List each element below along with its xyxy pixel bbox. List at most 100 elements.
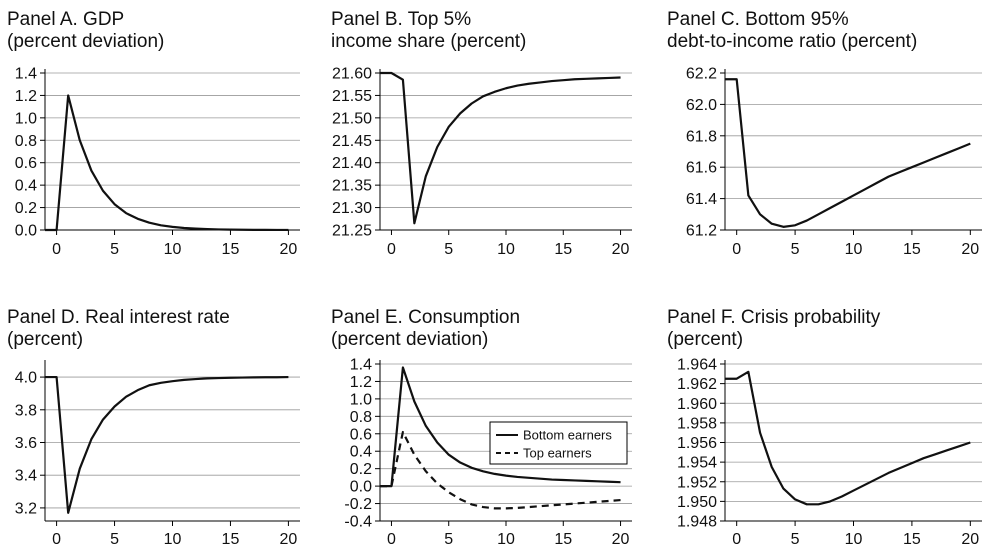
panel-f-ytick-label: 1.954 — [677, 455, 717, 472]
panel-f-ytick-label: 1.964 — [677, 357, 717, 374]
panel-c-ytick-label: 62.0 — [686, 97, 717, 114]
panel-c-title-line: Panel C. Bottom 95% — [667, 9, 849, 30]
panel-c-ytick-label: 61.8 — [686, 128, 717, 145]
panel-f-series-line — [725, 370, 971, 506]
panel-d-xtick-label: 10 — [164, 531, 182, 548]
panel-a-ytick-label: 0.4 — [15, 178, 37, 195]
panel-e-legend: Bottom earners Top earners — [489, 421, 628, 465]
panel-a-xtick-label: 20 — [280, 241, 298, 258]
panel-c-xtick-label: 5 — [791, 241, 800, 258]
panel-a-ytick-label: 0.6 — [15, 155, 37, 172]
panel-c-series-line — [725, 78, 971, 228]
panel-a-ytick-label: 0.2 — [15, 200, 37, 217]
panel-f-xtick-label: 5 — [791, 531, 800, 548]
panel-f-ytick-label: 1.948 — [677, 514, 717, 531]
panel-b-ytick-label: 21.30 — [332, 200, 372, 217]
panel-e-xtick-label: 0 — [387, 531, 396, 548]
panel-b: Panel B. Top 5%income share (percent) 21.… — [331, 9, 632, 258]
panel-c-xtick-label: 20 — [961, 241, 979, 258]
panel-a-xtick-label: 0 — [52, 241, 61, 258]
panel-f-xtick-label: 0 — [732, 531, 741, 548]
panel-b-ytick-label: 21.25 — [332, 223, 372, 240]
panel-d-ytick-label: 3.6 — [15, 435, 37, 452]
panel-a-series-line — [45, 94, 289, 232]
panel-f-ytick-label: 1.956 — [677, 435, 717, 452]
panel-c-ytick-label: 61.4 — [686, 191, 717, 208]
panel-b-xtick-label: 10 — [497, 241, 515, 258]
panel-c-xtick-label: 0 — [732, 241, 741, 258]
panel-c-ytick-label: 62.2 — [686, 66, 717, 83]
panel-e-ytick-label: 0.8 — [350, 409, 372, 426]
panel-a-title-line: (percent deviation) — [7, 31, 164, 52]
panel-a-title-line: Panel A. GDP — [7, 9, 124, 30]
panel-d-ytick-label: 3.4 — [15, 468, 37, 485]
panel-c-ytick-label: 61.6 — [686, 160, 717, 177]
panel-e-title-line: Panel E. Consumption — [331, 307, 520, 328]
panel-b-title-line: Panel B. Top 5% — [331, 9, 471, 30]
panel-f-title-line: (percent) — [667, 329, 743, 350]
panel-e-ytick-label: -0.4 — [344, 514, 372, 531]
panel-e-ytick-label: 0.4 — [350, 444, 372, 461]
panel-e-ytick-label: 1.2 — [350, 374, 372, 391]
panel-a-ytick-label: 1.2 — [15, 88, 37, 105]
panel-c-ytick-label: 61.2 — [686, 223, 717, 240]
panel-f-title-line: Panel F. Crisis probability — [667, 307, 881, 328]
panel-b-xtick-label: 0 — [387, 241, 396, 258]
panel-b-ytick-label: 21.35 — [332, 178, 372, 195]
panel-e-title-line: (percent deviation) — [331, 329, 488, 350]
panel-f-ytick-label: 1.958 — [677, 415, 717, 432]
panel-f: Panel F. Crisis probability(percent) 1.94… — [667, 307, 982, 548]
panel-a-ytick-label: 1.0 — [15, 110, 37, 127]
panel-d-xtick-label: 0 — [52, 531, 61, 548]
panel-d-series-line — [45, 375, 289, 514]
panel-a: Panel A. GDP(percent deviation) 0.0 0.2 0.4… — [7, 9, 300, 258]
panel-c-title-line: debt-to-income ratio (percent) — [667, 31, 917, 52]
panel-d-xtick-label: 20 — [280, 531, 298, 548]
panel-e-legend-box — [489, 421, 628, 465]
panel-e-ytick-label: 0.6 — [350, 426, 372, 443]
panel-f-ytick-label: 1.960 — [677, 396, 717, 413]
panel-b-ytick-label: 21.60 — [332, 66, 372, 83]
panel-e: Panel E. Consumption(percent deviation) -… — [331, 307, 632, 548]
panel-d-xtick-label: 5 — [110, 531, 119, 548]
panel-e-ytick-label: 0.2 — [350, 461, 372, 478]
panel-b-series-line — [380, 71, 621, 225]
panel-e-ytick-label: -0.2 — [344, 496, 372, 513]
panel-c-xtick-label: 15 — [903, 241, 921, 258]
panel-f-ytick-label: 1.950 — [677, 494, 717, 511]
panel-a-ytick-label: 0.0 — [15, 223, 37, 240]
panel-d-xtick-label: 15 — [222, 531, 240, 548]
panel-f-xtick-label: 10 — [845, 531, 863, 548]
panel-b-xtick-label: 15 — [554, 241, 572, 258]
panel-a-ytick-label: 1.4 — [15, 66, 37, 83]
panel-e-ytick-label: 1.4 — [350, 357, 372, 374]
panel-d-ytick-label: 3.2 — [15, 500, 37, 517]
panel-e-xtick-label: 5 — [444, 531, 453, 548]
panel-e-xtick-label: 15 — [554, 531, 572, 548]
panel-e-legend-label: Bottom earners — [523, 428, 612, 443]
panel-b-xtick-label: 20 — [612, 241, 630, 258]
panel-b-title-line: income share (percent) — [331, 31, 526, 52]
panel-d-ytick-label: 4.0 — [15, 370, 37, 387]
panel-f-xtick-label: 20 — [961, 531, 979, 548]
panel-a-xtick-label: 10 — [164, 241, 182, 258]
panel-d-title-line: (percent) — [7, 329, 83, 350]
panel-c: Panel C. Bottom 95%debt-to-income ratio … — [667, 9, 982, 258]
panel-c-xtick-label: 10 — [845, 241, 863, 258]
panel-d: Panel D. Real interest rate(percent) 3.2 3… — [7, 307, 300, 548]
panel-a-ytick-label: 0.8 — [15, 133, 37, 150]
panel-b-ytick-label: 21.45 — [332, 133, 372, 150]
panel-f-xtick-label: 15 — [903, 531, 921, 548]
panel-f-ytick-label: 1.952 — [677, 474, 717, 491]
panel-e-ytick-label: 1.0 — [350, 391, 372, 408]
panel-b-xtick-label: 5 — [444, 241, 453, 258]
panel-e-xtick-label: 10 — [497, 531, 515, 548]
panel-b-ytick-label: 21.55 — [332, 88, 372, 105]
panel-d-ytick-label: 3.8 — [15, 402, 37, 419]
panel-e-legend-label: Top earners — [523, 446, 592, 461]
panel-e-ytick-label: 0.0 — [350, 479, 372, 496]
panel-a-xtick-label: 15 — [222, 241, 240, 258]
panel-e-series-line-top-earners — [380, 430, 621, 510]
panel-b-ytick-label: 21.40 — [332, 155, 372, 172]
